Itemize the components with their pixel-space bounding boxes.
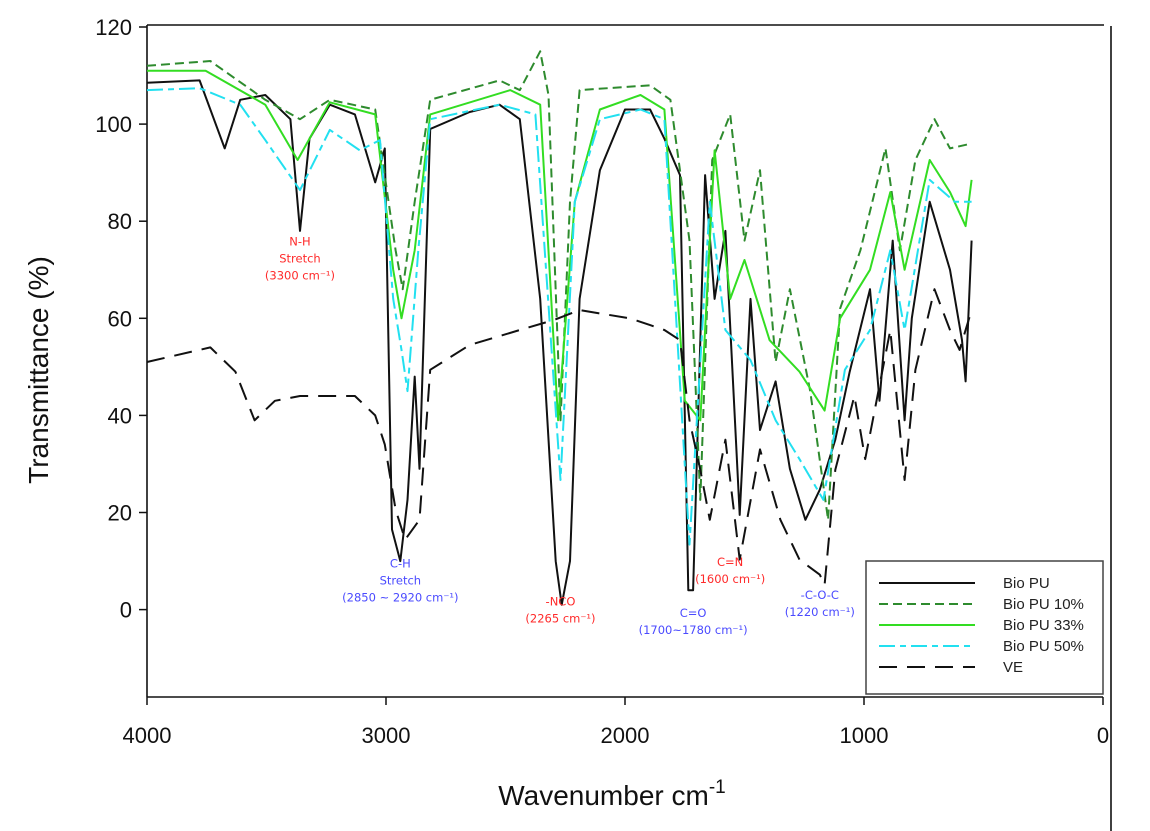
peak-annotation-line: N-H	[289, 234, 310, 248]
legend-label: VE	[1003, 659, 1023, 676]
axis-ticks: 4000 3000 2000 1000 0 0 20 40 60 80 100 120	[95, 15, 1109, 748]
peak-annotation-line: C=N	[717, 555, 743, 569]
plot-frame	[146, 24, 1112, 831]
y-tick-label: 20	[108, 501, 132, 526]
x-axis-label: Wavenumber cm-1	[498, 777, 725, 811]
x-axis-label-text: Wavenumber cm	[498, 780, 709, 811]
annotations-group: N-H Stretch (3300 cm⁻¹) C-H Stretch (2850 ~ 2…	[265, 234, 855, 636]
peak-annotation-line: C-H	[390, 556, 411, 570]
legend: Bio PU Bio PU 10% Bio PU 33% Bio PU 50% VE	[865, 560, 1104, 695]
x-tick-label: 2000	[601, 723, 650, 748]
peak-annotation: C=O (1700~1780 cm⁻¹)	[639, 606, 748, 637]
peak-annotation-line: -C-O-C	[801, 588, 839, 602]
peak-annotation: -NCO (2265 cm⁻¹)	[525, 595, 595, 626]
peak-annotation: -C-O-C (1220 cm⁻¹)	[785, 588, 855, 619]
legend-label: Bio PU 10%	[1003, 596, 1084, 613]
series-line-bio-pu-50-	[146, 87, 972, 546]
x-tick-label: 1000	[840, 723, 889, 748]
y-tick-label: 60	[108, 306, 132, 331]
peak-annotation-line: (2850 ~ 2920 cm⁻¹)	[342, 590, 458, 604]
series-line-bio-pu-10-	[146, 50, 972, 521]
y-tick-label: 80	[108, 209, 132, 234]
y-tick-label: 100	[95, 112, 132, 137]
peak-annotation-line: (1700~1780 cm⁻¹)	[639, 623, 748, 637]
peak-annotation-line: (1220 cm⁻¹)	[785, 605, 855, 619]
series-line-ve	[146, 288, 973, 586]
y-tick-label: 0	[120, 598, 132, 623]
peak-annotation-line: (1600 cm⁻¹)	[695, 572, 765, 586]
series-group	[146, 50, 973, 606]
peak-annotation: N-H Stretch (3300 cm⁻¹)	[265, 234, 335, 282]
legend-label: Bio PU 33%	[1003, 617, 1084, 634]
peak-annotation-line: Stretch	[380, 573, 421, 587]
y-tick-label: 120	[95, 15, 132, 40]
x-tick-label: 4000	[123, 723, 172, 748]
legend-label: Bio PU 50%	[1003, 638, 1084, 655]
peak-annotation-line: -NCO	[546, 595, 576, 609]
x-axis-label-superscript: -1	[709, 777, 726, 798]
legend-label: Bio PU	[1003, 575, 1050, 592]
peak-annotation: C-H Stretch (2850 ~ 2920 cm⁻¹)	[342, 556, 458, 604]
peak-annotation-line: Stretch	[279, 251, 320, 265]
peak-annotation-line: (3300 cm⁻¹)	[265, 268, 335, 282]
series-line-bio-pu	[146, 79, 973, 606]
peak-annotation-line: C=O	[680, 606, 707, 620]
peak-annotation: C=N (1600 cm⁻¹)	[695, 555, 765, 586]
x-tick-label: 0	[1097, 723, 1109, 748]
peak-annotation-line: (2265 cm⁻¹)	[525, 612, 595, 626]
y-axis-label: Transmittance (%)	[23, 256, 54, 484]
x-tick-label: 3000	[362, 723, 411, 748]
y-tick-label: 40	[108, 403, 132, 428]
